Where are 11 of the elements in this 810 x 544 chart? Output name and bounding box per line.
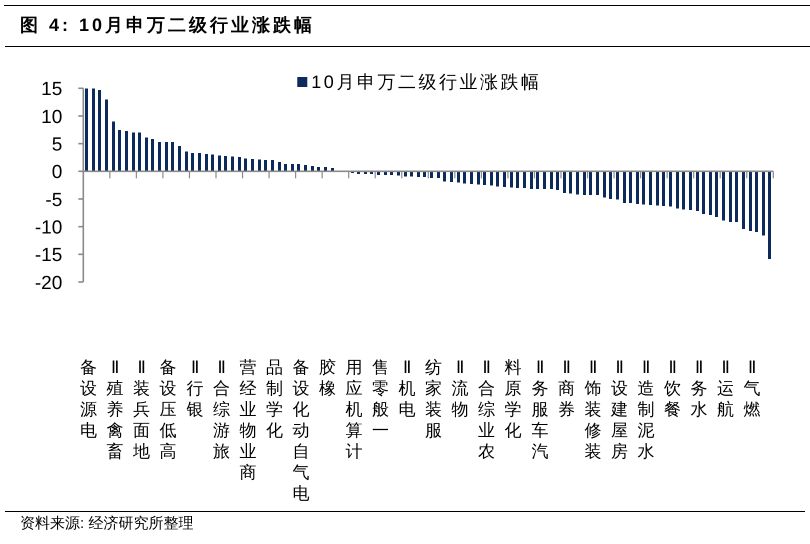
chart-title: 图 4: 10月申万二级行业涨跌幅 (20, 15, 316, 35)
y-tick-label: 5 (52, 134, 62, 156)
legend-label: 10月申万二级行业涨跌幅 (311, 72, 542, 92)
y-tick-label: -15 (34, 245, 62, 266)
y-tick-label: -5 (45, 190, 62, 211)
y-tick-label: -20 (34, 272, 62, 294)
text: 资料来源: 经济研究所整理 (20, 515, 194, 532)
y-tick-label: 0 (52, 162, 62, 184)
y-tick-label: 10 (41, 106, 62, 128)
y-tick-label: -10 (34, 217, 62, 238)
y-tick-label: 15 (41, 79, 62, 100)
